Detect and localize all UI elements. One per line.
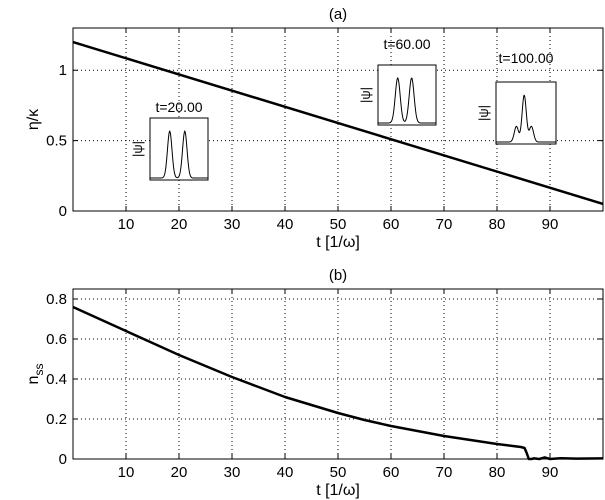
inset-2: t=60.00 |ψ| (358, 36, 437, 126)
panel-a: 10 20 30 40 50 60 70 80 90 0 0.5 1 (a) t [1/ω] η/κ t=20… (25, 6, 604, 251)
series-line (72, 40, 604, 206)
x-axis-title: t [1/ω] (316, 234, 360, 251)
y-tick-label: 0.4 (46, 371, 67, 388)
x-tick-label: 10 (118, 464, 135, 481)
inset-profile-curve (378, 77, 436, 124)
inset-frame (149, 117, 209, 181)
inset-profile-curve (496, 94, 556, 143)
y-tick-label: 0 (59, 451, 67, 468)
x-tick-label: 90 (542, 464, 559, 481)
y-tick-label: 0.6 (46, 331, 67, 348)
inset-y-label: |ψ| (476, 105, 491, 121)
x-tick-label: 10 (118, 216, 135, 233)
x-axis-title: t [1/ω] (316, 482, 360, 499)
x-tick-label: 50 (330, 216, 347, 233)
series-line (72, 305, 604, 461)
x-tick-label: 30 (224, 216, 241, 233)
y-tick-label: 0.8 (46, 291, 67, 308)
inset-title: t=20.00 (155, 99, 202, 115)
x-tick-label: 40 (277, 216, 294, 233)
x-tick-label: 40 (277, 464, 294, 481)
y-tick-label: 0 (59, 203, 67, 220)
x-tick-label: 50 (330, 464, 347, 481)
x-tick-label: 70 (436, 216, 453, 233)
y-axis-title: η/κ (25, 108, 42, 130)
panel-title: (b) (329, 267, 347, 284)
x-tick-label: 60 (383, 216, 400, 233)
y-tick-label: 0.5 (46, 133, 67, 150)
y-tick-label: 1 (59, 62, 67, 79)
inset-1: t=20.00 |ψ| (130, 99, 209, 181)
y-axis-title: nss (25, 364, 46, 385)
inset-profile-curve (150, 129, 208, 179)
x-tick-label: 20 (171, 216, 188, 233)
x-tick-label: 80 (489, 464, 506, 481)
inset-title: t=100.00 (499, 50, 554, 66)
inset-3: t=100.00 |ψ| (476, 50, 557, 145)
x-tick-label: 20 (171, 464, 188, 481)
x-tick-label: 90 (542, 216, 559, 233)
inset-frame (495, 81, 557, 145)
inset-title: t=60.00 (383, 36, 430, 52)
inset-y-label: |ψ| (130, 141, 145, 157)
x-tick-label: 80 (489, 216, 506, 233)
x-tick-label: 60 (383, 464, 400, 481)
panel-title: (a) (329, 6, 347, 23)
y-axis-title-subscript: ss (32, 364, 46, 376)
inset-y-label: |ψ| (358, 87, 373, 103)
panel-b: 10 20 30 40 50 60 70 80 90 0 0.2 0.4 0.6 0.8 (b) t [1/ω… (25, 267, 604, 499)
x-tick-label: 30 (224, 464, 241, 481)
y-tick-label: 0.2 (46, 411, 67, 428)
x-tick-label: 70 (436, 464, 453, 481)
